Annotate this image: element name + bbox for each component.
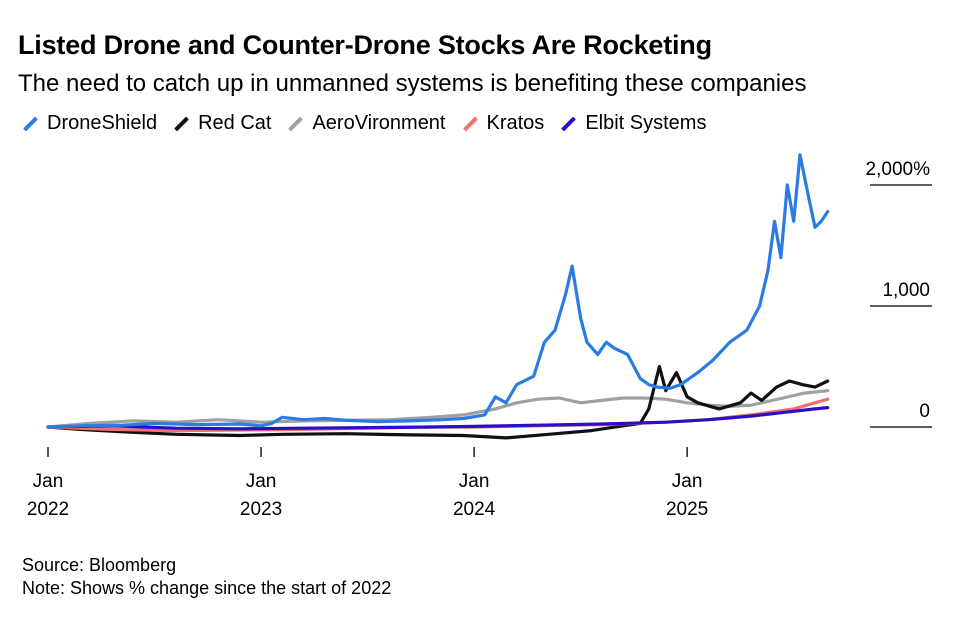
y-tick-label-0: 0 (919, 401, 930, 422)
y-tick-label-2000: 2,000% (866, 159, 931, 180)
legend-item-aerovironment: AeroVironment (287, 112, 446, 135)
series-line-elbit-systems (46, 406, 830, 431)
y-tick-label-1000: 1,000 (882, 280, 930, 301)
legend-label-elbit-systems: Elbit Systems (585, 112, 707, 134)
series-line-droneshield (46, 153, 830, 429)
legend-item-kratos: Kratos (462, 112, 545, 135)
x-tick-month-2025: Jan (672, 471, 703, 492)
x-tick-month-2023: Jan (246, 471, 277, 492)
series-line-red-cat (46, 364, 830, 440)
legend-label-droneshield: DroneShield (47, 112, 158, 134)
legend-label-red-cat: Red Cat (198, 112, 272, 134)
footnote: Note: Shows % change since the start of … (22, 578, 392, 598)
legend-item-elbit-systems: Elbit Systems (560, 112, 706, 135)
x-tick-year-2025: 2025 (666, 499, 708, 520)
series-line-aerovironment (46, 389, 830, 429)
x-tick-month-2022: Jan (33, 471, 64, 492)
source-note: Source: Bloomberg (22, 555, 177, 575)
legend-item-red-cat: Red Cat (173, 112, 271, 135)
legend: DroneShield Red Cat AeroVironment Kratos… (22, 112, 722, 135)
x-tick-year-2022: 2022 (27, 499, 69, 520)
x-tick-month-2024: Jan (459, 471, 490, 492)
chart-subtitle: The need to catch up in unmanned systems… (18, 70, 807, 97)
x-tick-year-2023: 2023 (240, 499, 282, 520)
x-tick-year-2024: 2024 (453, 499, 496, 520)
legend-item-droneshield: DroneShield (22, 112, 157, 135)
legend-label-aerovironment: AeroVironment (312, 112, 446, 134)
chart-title: Listed Drone and Counter-Drone Stocks Ar… (18, 30, 712, 60)
legend-label-kratos: Kratos (486, 112, 545, 134)
